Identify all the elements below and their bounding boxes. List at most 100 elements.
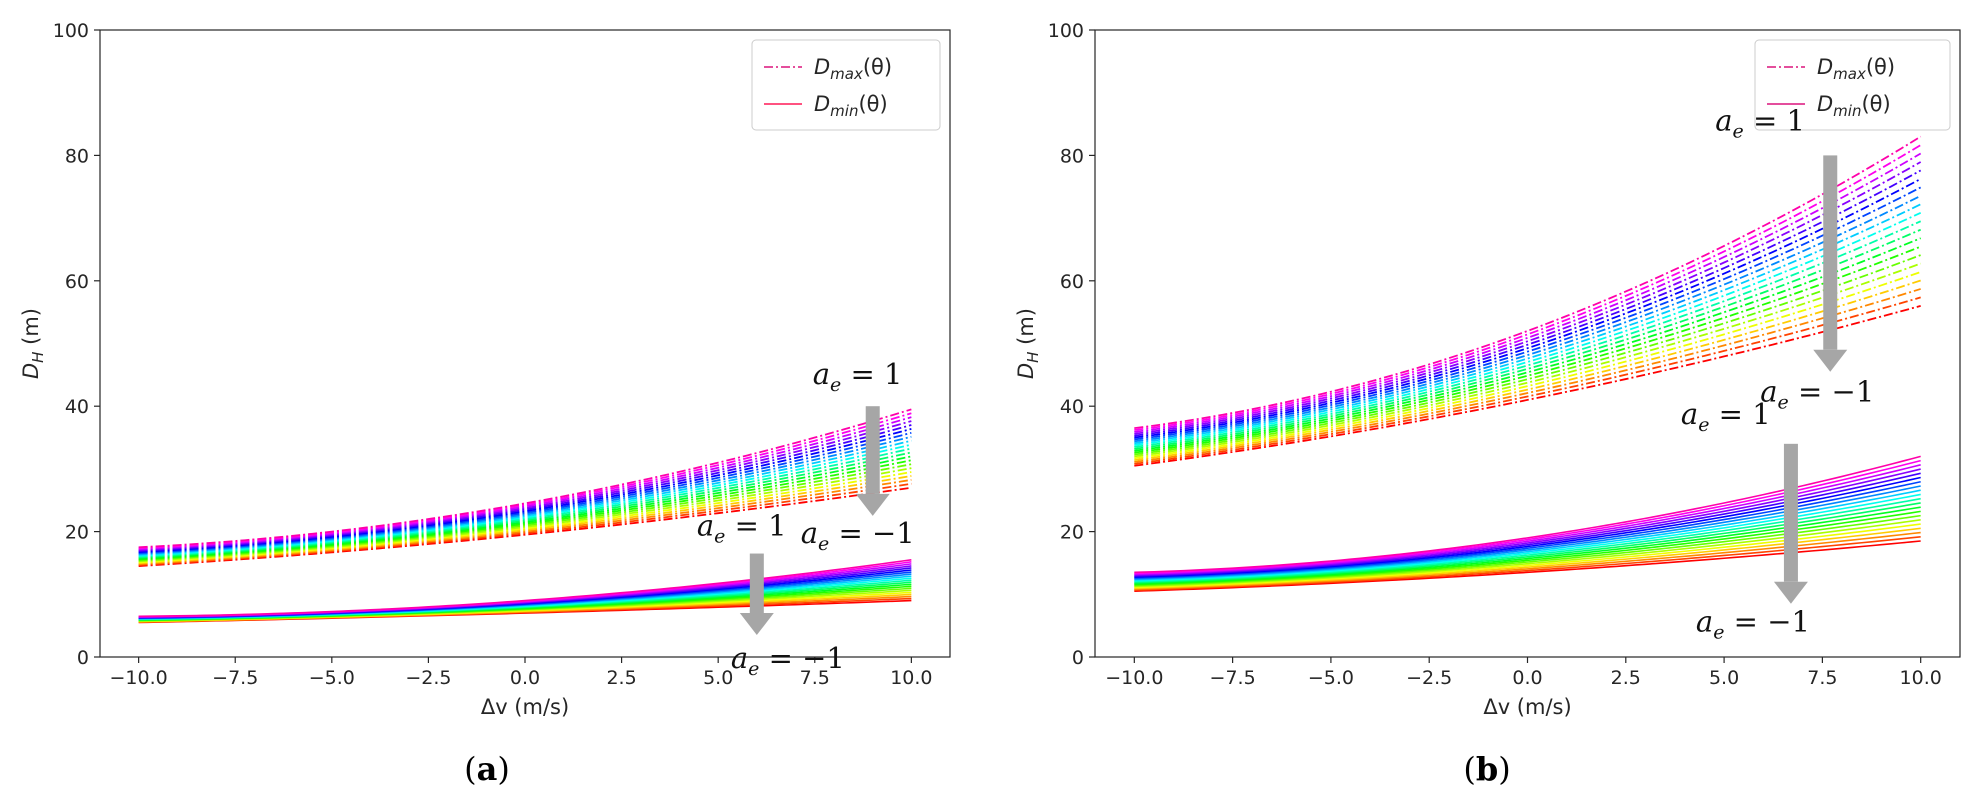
annotation-bottom-label: ae = −1: [731, 641, 845, 680]
y-axis-subscript: H: [29, 352, 47, 363]
x-tick-label: 7.5: [800, 667, 830, 689]
legend-label-dmax-symbol: D: [1817, 55, 1833, 79]
x-tick-label: 10.0: [890, 667, 932, 689]
x-tick-label: −2.5: [405, 667, 451, 689]
x-tick-label: −7.5: [212, 667, 258, 689]
y-axis-unit: (m): [19, 308, 43, 352]
caption-close: ): [497, 750, 509, 788]
x-tick-label: 5.0: [703, 667, 733, 689]
annotation-top-label-symbol: a: [1681, 397, 1698, 431]
dmax-curve-15: [1134, 178, 1922, 439]
legend-label-dmin-subscript: min: [830, 102, 858, 120]
x-tick-label: 2.5: [606, 667, 636, 689]
legend-label-dmin-arg: (θ): [1861, 92, 1890, 116]
dmax-curve-6: [1134, 254, 1921, 456]
x-tick-label: −10.0: [110, 667, 168, 689]
x-tick-label: 0.0: [510, 667, 540, 689]
annotation-arrow-shaft: [1823, 155, 1838, 350]
dmin-curve-20: [138, 559, 912, 618]
y-tick-label: 100: [53, 20, 89, 42]
annotation-top-label: ae = 1: [813, 357, 903, 396]
annotation-top-label-subscript: e: [830, 374, 841, 396]
caption-letter: a: [477, 750, 498, 788]
x-tick-label: −7.5: [1210, 667, 1256, 689]
y-axis-subscript: H: [1024, 352, 1042, 363]
dmax-curve-1: [138, 482, 912, 567]
annotation-arrow-shaft: [749, 553, 764, 614]
dmax-curve-20: [1134, 135, 1922, 430]
dmax-curve-19: [138, 412, 912, 550]
dmax-curve-0: [138, 486, 912, 567]
annotation-0: ae = 1ae = −1: [1715, 103, 1874, 413]
y-tick-label: 80: [1060, 145, 1084, 167]
annotation-top-label-value: = 1: [1744, 103, 1805, 137]
annotation-top-label: ae = 1: [1681, 397, 1771, 436]
annotation-bottom-label: ae = −1: [1760, 375, 1874, 414]
dmax-curve-6: [138, 463, 912, 562]
dmax-curve-17: [1134, 161, 1922, 435]
x-tick-label: −5.0: [1308, 667, 1354, 689]
annotation-bottom-label-symbol: a: [801, 516, 818, 550]
dmax-curve-5: [1134, 262, 1921, 458]
annotation-top-label-value: = 1: [1709, 397, 1770, 431]
legend-label-dmax-symbol: D: [814, 55, 830, 79]
dmax-curve-15: [138, 428, 912, 553]
y-tick-label: 0: [77, 647, 89, 669]
y-tick-label: 60: [1060, 271, 1084, 293]
dmax-curve-11: [1134, 211, 1922, 446]
legend: Dmax(θ) Dmin(θ): [751, 39, 941, 131]
chart-panel-a: −10.0 −7.5 −5.0 −2.5 0.0 2.5 5.0 7.5 10.0 0 20 40 60…: [19, 20, 951, 788]
y-axis-symbol: D: [1014, 363, 1038, 379]
dmax-curve-7: [138, 459, 912, 561]
annotation-bottom-label-symbol: a: [1760, 375, 1777, 409]
legend-label-dmax: Dmax(θ): [1817, 55, 1895, 83]
annotation-top-label-value: = 1: [841, 357, 902, 391]
y-tick-label: 40: [65, 396, 89, 418]
legend-label-dmin-symbol: D: [814, 92, 830, 116]
dmax-curve-9: [138, 451, 912, 559]
x-axis-label: Δv (m/s): [1483, 695, 1571, 719]
dmax-curve-2: [138, 478, 912, 566]
legend: Dmax(θ)Dmin(θ): [1754, 39, 1951, 131]
annotation-top-label-value: = 1: [725, 509, 786, 543]
y-tick-label: 20: [1060, 522, 1084, 544]
dmax-curve-20: [138, 408, 912, 549]
legend-label-dmin: Dmin(θ): [814, 92, 888, 120]
annotation-1: a e = 1 ae = −1: [697, 509, 845, 681]
y-axis-label: DH (m): [19, 308, 47, 379]
annotation-bottom-label-value: = −1: [759, 641, 845, 675]
legend-box: [751, 39, 941, 131]
annotation-bottom-label-symbol: a: [1696, 605, 1713, 639]
annotation-bottom-label-symbol: a: [731, 641, 748, 675]
annotation-top-label-symbol: a: [1715, 103, 1732, 137]
y-tick-label: 20: [65, 522, 89, 544]
legend-label-dmax-arg: (θ): [1866, 55, 1895, 79]
annotation-arrow-shaft: [1783, 443, 1798, 582]
annotation-bottom-label: ae = −1: [801, 516, 915, 555]
dmax-curve-16: [138, 424, 912, 552]
dmax-curve-4: [138, 471, 912, 564]
dmax-curve-9: [1134, 228, 1922, 450]
dmax-curve-3: [1134, 279, 1921, 462]
x-tick-label: 7.5: [1807, 667, 1837, 689]
caption-open: (: [464, 750, 476, 788]
x-tick-label: 10.0: [1900, 667, 1942, 689]
legend-label-dmax-subscript: max: [1833, 65, 1866, 83]
dmax-curve-12: [138, 439, 912, 556]
annotation-arrow-head: [1773, 581, 1808, 604]
annotation-top-label-subscript: e: [714, 526, 725, 548]
legend-label-dmax: Dmax(θ): [814, 55, 892, 83]
annotation-arrow-head: [739, 613, 774, 636]
y-tick-label: 40: [1060, 396, 1084, 418]
dmax-curve-1: [1134, 296, 1921, 465]
y-axis-symbol: D: [19, 363, 43, 379]
annotation-0: ae = 1ae = −1: [801, 357, 915, 555]
dmax-curve-13: [1134, 195, 1922, 443]
dmax-curve-18: [1134, 152, 1922, 433]
dmax-curve-11: [138, 443, 912, 557]
annotation-arrow-head: [855, 493, 890, 516]
x-tick-label: −2.5: [1406, 667, 1452, 689]
dmax-curve-19: [1134, 144, 1922, 431]
annotation-bottom-label-value: = −1: [1789, 375, 1875, 409]
